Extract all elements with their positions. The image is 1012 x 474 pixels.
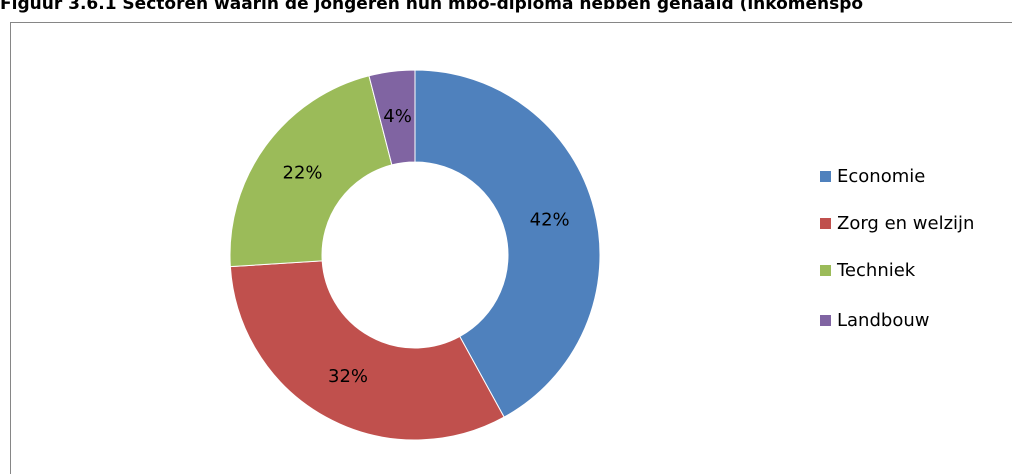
legend-swatch (820, 265, 831, 276)
legend-label: Economie (837, 166, 925, 187)
data-label: 32% (328, 366, 368, 387)
data-label: 22% (283, 162, 323, 183)
donut-segment (414, 69, 601, 418)
legend-label: Landbouw (837, 310, 929, 331)
chart-title: Figuur 3.6.1 Sectoren waarin de jongeren… (0, 0, 863, 14)
donut-segment (368, 69, 416, 166)
data-label: 42% (530, 209, 570, 230)
legend-label: Techniek (836, 260, 916, 281)
data-label: 4% (383, 106, 412, 127)
legend-swatch (820, 171, 831, 182)
legend-swatch (820, 315, 831, 326)
donut-segment (229, 260, 505, 441)
legend-swatch (820, 218, 831, 229)
donut-segment (229, 75, 393, 268)
legend-label: Zorg en welzijn (837, 213, 974, 234)
